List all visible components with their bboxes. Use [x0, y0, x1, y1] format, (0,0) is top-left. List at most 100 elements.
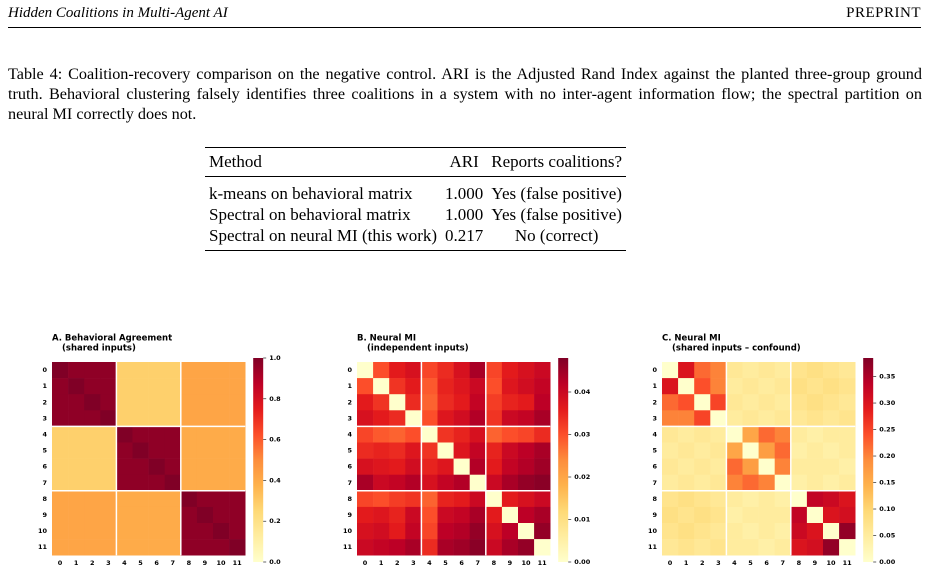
heatmap-cell — [116, 410, 133, 427]
heatmap-cell — [132, 378, 149, 395]
heatmap-cell — [534, 410, 551, 427]
x-tick-label: 0 — [668, 559, 673, 567]
colorbar — [558, 358, 569, 562]
x-tick-label: 6 — [459, 559, 464, 567]
heatmap-cell — [806, 506, 824, 524]
colorbar-tick-label: 0.00 — [879, 558, 896, 566]
heatmap-cell — [758, 490, 775, 508]
y-tick-label: 8 — [42, 495, 47, 503]
heatmap-cell — [662, 394, 679, 411]
x-tick-label: 2 — [700, 559, 705, 567]
heatmap-cell — [116, 523, 133, 540]
y-tick-label: 2 — [652, 398, 657, 406]
heatmap-cell — [357, 410, 374, 427]
heatmap-cell — [742, 474, 759, 492]
y-tick-label: 11 — [343, 543, 353, 551]
heatmap-cell — [678, 458, 695, 475]
heatmap-cell — [437, 490, 454, 508]
x-tick-label: 8 — [187, 559, 192, 567]
heatmap-cell — [180, 490, 198, 508]
heatmap-cell — [116, 442, 133, 459]
heatmap-cell — [758, 506, 775, 524]
heatmap-cell — [196, 394, 214, 411]
heatmap-cell — [196, 539, 214, 556]
x-tick-label: 11 — [233, 559, 243, 567]
cell: No (correct) — [487, 225, 627, 251]
heatmap-cell — [469, 426, 487, 443]
x-tick-label: 8 — [492, 559, 497, 567]
heatmap-cell — [694, 378, 711, 395]
heatmap-cell — [694, 490, 711, 508]
colorbar-tick-label: 0.6 — [269, 436, 281, 444]
running-title: Hidden Coalitions in Multi-Agent AI — [8, 5, 228, 21]
colorbar-tick-label: 0.15 — [879, 479, 896, 487]
x-tick-label: 11 — [843, 559, 853, 567]
colorbar — [253, 358, 264, 562]
colorbar-tick-label: 0.01 — [574, 516, 591, 524]
heatmap-cell — [229, 474, 246, 492]
heatmap-cell — [229, 394, 246, 411]
y-tick-label: 11 — [648, 543, 658, 551]
heatmap-cell — [68, 523, 85, 540]
y-tick-label: 3 — [652, 414, 657, 422]
heatmap-cell — [52, 490, 69, 508]
y-tick-label: 2 — [347, 398, 352, 406]
heatmap-cell — [758, 426, 775, 443]
heatmap-cell — [710, 523, 727, 540]
heatmap-cell — [148, 394, 165, 411]
heatmap-cell — [453, 362, 470, 379]
heatmap-cell — [84, 410, 101, 427]
heatmap-cell — [357, 523, 374, 540]
heatmap-cell — [823, 410, 840, 427]
heatmap-cell — [518, 410, 535, 427]
y-tick-label: 9 — [42, 511, 47, 519]
heatmap-cell — [405, 410, 422, 427]
heatmap-cell — [68, 474, 85, 492]
heatmap-cell — [213, 458, 230, 475]
column-header: ARI — [441, 147, 488, 177]
heatmap-cell — [742, 506, 759, 524]
heatmap-cell — [742, 362, 759, 379]
heatmap-cell — [84, 378, 101, 395]
heatmap-cell — [790, 410, 808, 427]
heatmap-cell — [148, 539, 165, 556]
heatmap-cell — [678, 539, 695, 556]
heatmap-cell — [485, 442, 503, 459]
colorbar-tick-label: 0.20 — [879, 452, 896, 460]
heatmap-cell — [68, 506, 85, 524]
heatmap-cell — [100, 394, 117, 411]
heatmap-cell — [758, 442, 775, 459]
heatmap-cell — [84, 506, 101, 524]
x-tick-label: 10 — [827, 559, 837, 567]
heatmap-cell — [774, 426, 792, 443]
y-tick-label: 8 — [652, 495, 657, 503]
heatmap-cell — [662, 362, 679, 379]
heatmap-cell — [100, 474, 117, 492]
heatmap-cell — [726, 362, 743, 379]
heatmap-cell — [52, 426, 69, 443]
heatmap-cell — [453, 490, 470, 508]
heatmap-cell — [453, 506, 470, 524]
heatmap-cell — [148, 362, 165, 379]
x-tick-label: 0 — [58, 559, 63, 567]
heatmap-cell — [485, 523, 503, 540]
heatmap-cell — [742, 490, 759, 508]
y-tick-label: 7 — [42, 479, 47, 487]
heatmap-cell — [742, 394, 759, 411]
heatmap-cell — [469, 458, 487, 475]
heatmap-cell — [229, 506, 246, 524]
heatmap-cell — [758, 458, 775, 475]
heatmap-cell — [421, 474, 438, 492]
heatmap-cell — [84, 539, 101, 556]
heatmap-cell — [823, 378, 840, 395]
heatmap-cell — [501, 506, 519, 524]
heatmap-cell — [405, 458, 422, 475]
heatmap-cell — [774, 506, 792, 524]
heatmap-cell — [839, 362, 856, 379]
heatmap-cell — [357, 474, 374, 492]
heatmap-cell — [534, 394, 551, 411]
heatmap-cell — [437, 458, 454, 475]
heatmap-cell — [180, 506, 198, 524]
heatmap-cell — [405, 539, 422, 556]
heatmap-cell — [132, 506, 149, 524]
